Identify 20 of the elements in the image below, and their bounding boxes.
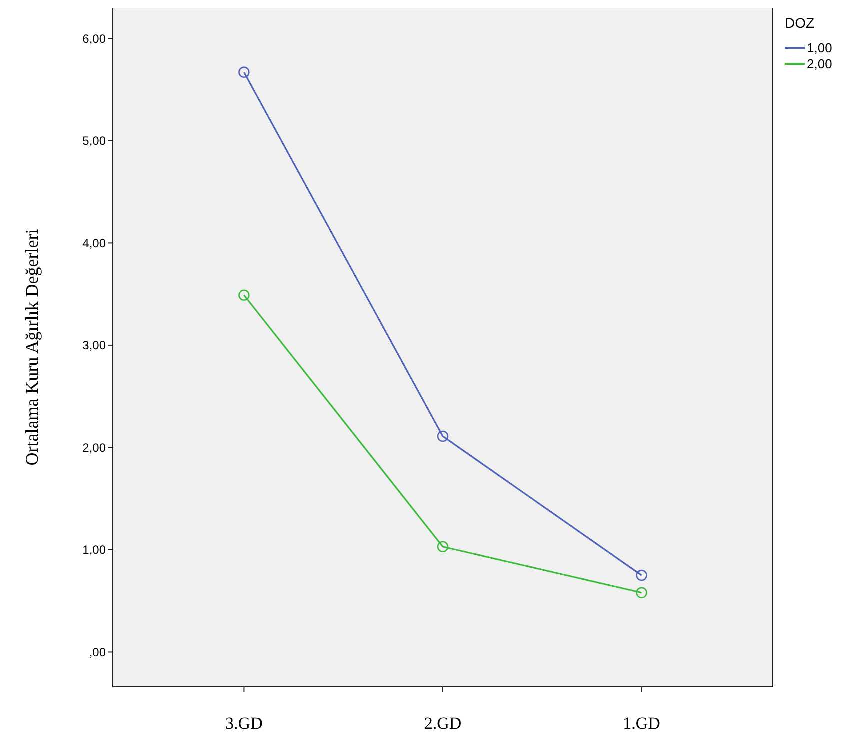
x-tick-label: 1.GD	[623, 714, 660, 733]
y-tick-label: ,00	[89, 645, 106, 660]
y-tick-label: 1,00	[82, 543, 106, 558]
y-tick-label: 2,00	[82, 440, 106, 455]
y-tick-label: 5,00	[82, 134, 106, 148]
point	[636, 587, 648, 599]
point	[437, 541, 449, 553]
y-tick-label: 3,00	[82, 338, 106, 353]
y-tick-label: 4,00	[82, 236, 106, 250]
legend-title: DOZ	[785, 15, 815, 31]
point	[238, 66, 250, 78]
point	[437, 430, 449, 442]
y-axis-title: Ortalama Kuru Ağırlık Değerleri	[22, 229, 42, 466]
point	[636, 570, 648, 582]
x-tick-label: 3.GD	[226, 714, 263, 733]
y-tick-label: 6,00	[82, 32, 106, 46]
legend-label: 2,00	[807, 56, 832, 72]
legend-label: 1,00	[807, 40, 832, 56]
x-tick-label: 2.GD	[424, 714, 462, 733]
point	[238, 290, 250, 301]
